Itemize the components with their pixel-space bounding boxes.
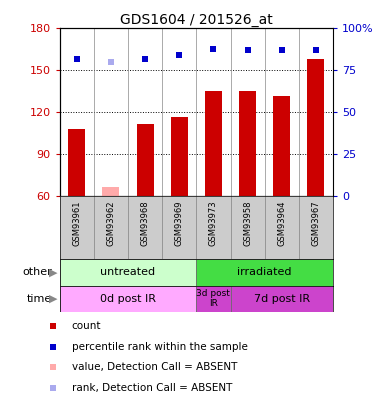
Bar: [171, 117, 188, 196]
Text: rank, Detection Call = ABSENT: rank, Detection Call = ABSENT: [72, 384, 232, 394]
Text: GSM93973: GSM93973: [209, 201, 218, 247]
Point: [313, 47, 319, 53]
Text: GSM93964: GSM93964: [277, 201, 286, 246]
Text: value, Detection Call = ABSENT: value, Detection Call = ABSENT: [72, 362, 237, 372]
Point: [142, 55, 148, 62]
Bar: [205, 92, 222, 196]
Text: GSM93958: GSM93958: [243, 201, 252, 246]
Text: percentile rank within the sample: percentile rank within the sample: [72, 341, 248, 352]
Text: GSM93961: GSM93961: [72, 201, 81, 246]
Text: GSM93969: GSM93969: [175, 201, 184, 246]
Text: GSM93968: GSM93968: [141, 201, 150, 247]
Bar: [137, 124, 154, 196]
Point: [50, 323, 57, 329]
Text: other: other: [22, 267, 52, 277]
Text: untreated: untreated: [100, 267, 156, 277]
Text: 0d post IR: 0d post IR: [100, 294, 156, 304]
Point: [108, 59, 114, 65]
Bar: [60, 286, 196, 312]
Bar: [273, 96, 290, 196]
Bar: [102, 187, 119, 196]
Point: [50, 364, 57, 370]
Bar: [68, 129, 85, 196]
Text: 3d post
IR: 3d post IR: [196, 289, 230, 308]
Bar: [60, 259, 196, 286]
Bar: [231, 286, 333, 312]
Text: irradiated: irradiated: [238, 267, 292, 277]
Text: 7d post IR: 7d post IR: [254, 294, 310, 304]
Point: [74, 55, 80, 62]
Point: [176, 52, 182, 58]
Text: GSM93962: GSM93962: [106, 201, 115, 246]
Point: [279, 47, 285, 53]
Text: GSM93967: GSM93967: [311, 201, 320, 247]
Text: time: time: [27, 294, 52, 304]
Point: [244, 47, 251, 53]
Bar: [196, 286, 231, 312]
Title: GDS1604 / 201526_at: GDS1604 / 201526_at: [120, 13, 273, 27]
Text: ▶: ▶: [49, 294, 58, 304]
Bar: [307, 59, 325, 196]
Point: [50, 385, 57, 392]
Point: [50, 343, 57, 350]
Text: ▶: ▶: [49, 267, 58, 277]
Point: [210, 45, 216, 52]
Bar: [196, 259, 333, 286]
Bar: [239, 92, 256, 196]
Text: count: count: [72, 321, 101, 331]
